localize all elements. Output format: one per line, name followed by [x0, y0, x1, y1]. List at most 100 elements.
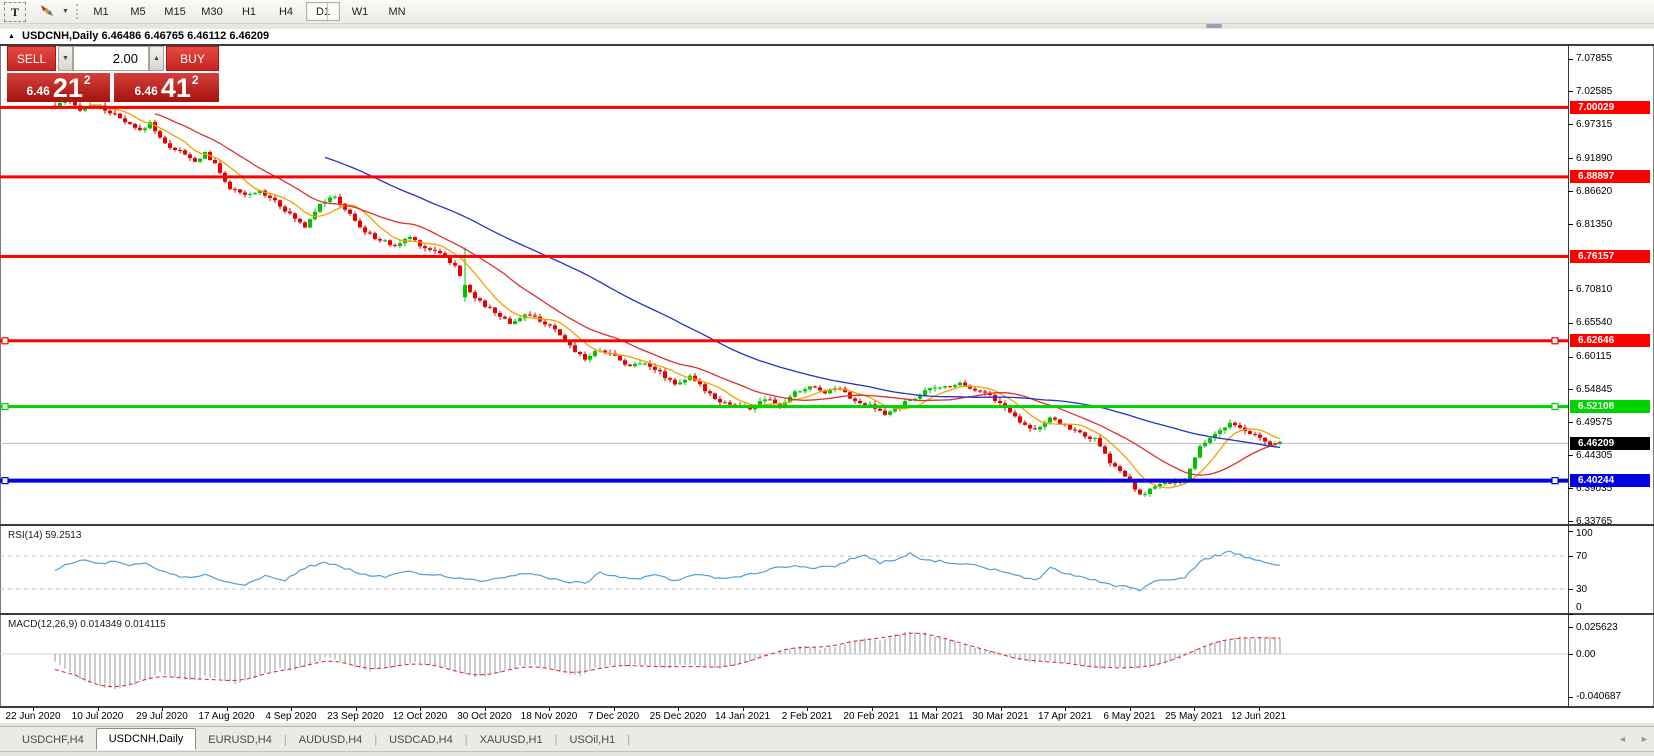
candle-body	[518, 318, 522, 322]
date-label: 30 Mar 2021	[972, 711, 1029, 722]
candle-body	[158, 131, 162, 138]
bottom-tab-AUDUSD-H4[interactable]: AUDUSD,H4	[298, 733, 363, 746]
candle-body	[143, 128, 147, 131]
axis-tick	[1568, 488, 1573, 490]
horizontal-level-line[interactable]	[0, 105, 1568, 109]
tab-scroll-right-icon[interactable]: ►	[1640, 734, 1649, 744]
tab-separator: |	[464, 733, 468, 746]
axis-tick	[1568, 124, 1573, 126]
line-handle[interactable]	[1, 337, 9, 345]
buy-button[interactable]: BUY	[166, 46, 219, 71]
sell-price-display[interactable]: 6.46 21 2	[7, 73, 110, 102]
pane-border-macd-bottom	[0, 706, 1654, 708]
timeframe-button-W1[interactable]: W1	[351, 5, 369, 18]
bottom-tab-USDCAD-H4[interactable]: USDCAD,H4	[389, 733, 453, 746]
horizontal-level-line[interactable]	[0, 405, 1568, 409]
timeframe-button-D1[interactable]: D1	[306, 2, 340, 21]
date-tick	[1129, 708, 1131, 711]
candle-body	[1198, 446, 1202, 458]
axis-tick	[1568, 91, 1573, 93]
candle-body	[868, 404, 872, 406]
collapse-triangle-icon[interactable]: ▲	[8, 33, 15, 40]
volume-input[interactable]	[73, 46, 149, 71]
price-axis-label: 6.39035	[1576, 482, 1613, 494]
line-handle[interactable]	[1551, 402, 1559, 411]
candle-body	[483, 300, 487, 307]
line-handle[interactable]	[1551, 337, 1559, 345]
candle-body	[503, 316, 507, 319]
candle-body	[488, 306, 492, 308]
axis-tick	[1568, 158, 1573, 160]
candle-body	[1023, 422, 1027, 425]
price-chart[interactable]	[0, 45, 1568, 524]
tab-scroll-left-icon[interactable]: ◄	[1618, 734, 1627, 744]
line-handle[interactable]	[1, 402, 9, 411]
candle-body	[163, 137, 167, 144]
axis-tick	[1568, 58, 1573, 60]
candle-body	[1043, 422, 1047, 427]
candle-body	[1008, 407, 1012, 413]
arrows-tool-icon[interactable]	[34, 2, 60, 20]
current-price-badge: 6.46209	[1570, 436, 1650, 450]
volume-increase-button[interactable]: ▲	[149, 46, 164, 71]
horizontal-level-line[interactable]	[0, 339, 1568, 343]
price-axis-label: -0.040687	[1576, 691, 1622, 703]
candle-body	[703, 384, 707, 392]
date-tick	[678, 708, 679, 711]
candle-body	[148, 122, 152, 129]
level-price-badge: 6.76157	[1570, 249, 1650, 263]
bottom-tab-USOil-H1[interactable]: USOil,H1	[569, 733, 616, 746]
date-label: 2 Feb 2021	[781, 711, 833, 722]
candle-body	[1053, 417, 1057, 420]
candle-body	[363, 227, 367, 233]
horizontal-level-line[interactable]	[0, 254, 1568, 258]
macd-indicator-pane[interactable]	[0, 616, 1568, 706]
timeframe-button-H1[interactable]: H1	[241, 5, 257, 18]
chevron-down-icon[interactable]: ▼	[62, 8, 69, 15]
timeframe-button-H4[interactable]: H4	[278, 5, 294, 18]
bottom-tab-USDCHF-H4[interactable]: USDCHF,H4	[22, 733, 84, 746]
date-label: 29 Jul 2020	[136, 711, 188, 722]
rsi-indicator-pane[interactable]	[0, 527, 1568, 613]
pane-border-top	[0, 44, 1654, 46]
bottom-tab-EURUSD-H4[interactable]: EURUSD,H4	[208, 733, 272, 746]
sell-button[interactable]: SELL	[7, 46, 56, 71]
horizontal-level-line[interactable]	[0, 175, 1568, 179]
candle-body	[1138, 489, 1142, 495]
volume-decrease-button[interactable]: ▼	[58, 46, 73, 71]
date-tick	[871, 708, 873, 711]
line-handle[interactable]	[1551, 477, 1559, 485]
candle-body	[498, 312, 502, 317]
candle-body	[293, 213, 297, 219]
moving-average-line[interactable]	[154, 113, 1281, 476]
chart-title-ohlc: 6.46486 6.46765 6.46112 6.46209	[101, 30, 270, 42]
line-handle[interactable]	[1, 477, 9, 485]
candle-body	[788, 396, 792, 403]
bottom-tab-USDCNH-Daily[interactable]: USDCNH,Daily	[95, 727, 197, 750]
axis-tick	[1568, 389, 1573, 391]
candle-body	[128, 122, 132, 124]
bottom-tab-XAUUSD-H1[interactable]: XAUUSD,H1	[479, 733, 543, 746]
candle-body	[1078, 430, 1082, 433]
candle-body	[493, 307, 497, 313]
candle-body	[1148, 488, 1152, 494]
horizontal-level-line[interactable]	[0, 478, 1568, 483]
text-tool-icon[interactable]: T	[4, 2, 26, 22]
timeframe-button-M15[interactable]: M15	[164, 5, 186, 18]
candle-body	[553, 325, 557, 330]
candle-body	[183, 150, 187, 155]
candle-body	[73, 101, 77, 106]
candle-body	[678, 382, 682, 385]
timeframe-button-M5[interactable]: M5	[130, 5, 146, 18]
chart-scroll-thumb[interactable]	[1206, 24, 1222, 28]
buy-price-display[interactable]: 6.46 41 2	[114, 73, 219, 102]
candle-body	[153, 122, 157, 132]
timeframe-button-M30[interactable]: M30	[201, 5, 223, 18]
candle-body	[693, 375, 697, 381]
toolbar-grip	[76, 4, 78, 19]
candle-body	[1073, 429, 1077, 431]
timeframe-button-M1[interactable]: M1	[93, 5, 109, 18]
moving-average-line[interactable]	[89, 104, 1281, 489]
timeframe-button-MN[interactable]: MN	[388, 5, 406, 18]
moving-average-line[interactable]	[324, 156, 1281, 449]
